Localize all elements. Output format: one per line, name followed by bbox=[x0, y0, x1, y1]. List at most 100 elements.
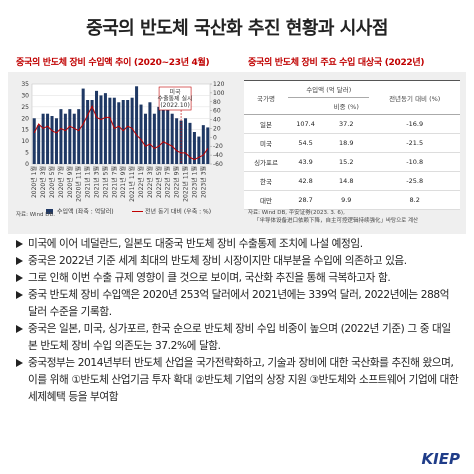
table-cell: 대만 bbox=[244, 190, 289, 210]
table-cell: 한국 bbox=[244, 171, 289, 191]
bar bbox=[46, 113, 50, 164]
table-row: 싱가포르 43.9 15.2 -10.8 bbox=[244, 152, 460, 172]
annotation-text: 미국 bbox=[170, 88, 182, 96]
y-tick-label: 0 bbox=[25, 161, 29, 168]
bar bbox=[166, 106, 170, 164]
table-row: 대만 28.7 9.9 8.2 bbox=[244, 190, 460, 210]
logo: KIEP bbox=[421, 450, 460, 468]
bullet-item: 중국정부는 2014년부터 반도체 산업을 국가전략화하고, 기술과 장비에 대… bbox=[14, 355, 460, 406]
x-tick-label: 2022년 9월 bbox=[173, 166, 181, 198]
bar bbox=[63, 113, 67, 164]
y2-tick-label: 120 bbox=[213, 81, 225, 88]
chart-title: 중국의 반도체 장비 수입액 추이 (2020~23년 4월) bbox=[16, 58, 210, 68]
chart: 05101520253035-60-40-2002040608010012020… bbox=[21, 81, 225, 216]
bar bbox=[175, 118, 179, 164]
table-cell: 18.9 bbox=[323, 133, 370, 153]
table-cell: 107.4 bbox=[288, 114, 324, 134]
table-cell: -21.5 bbox=[369, 133, 460, 153]
table-cell: 37.2 bbox=[323, 114, 370, 134]
table-cell: 15.2 bbox=[323, 152, 370, 172]
bar bbox=[59, 109, 63, 164]
annotation-box bbox=[158, 86, 192, 111]
bar bbox=[50, 116, 54, 164]
bar bbox=[135, 86, 139, 164]
y-tick-label: 10 bbox=[21, 138, 29, 145]
bullet-item: 미국에 이어 네덜란드, 일본도 대중국 반도체 장비 수출통제 조치에 나설 … bbox=[14, 236, 460, 253]
table-title: 중국의 반도체 장비 주요 수입 대상국 (2022년) bbox=[248, 58, 425, 68]
page-title: 중국의 반도체 국산화 추진 현황과 시사점 bbox=[86, 18, 388, 39]
table-row: 일본 107.4 37.2 -16.9 bbox=[244, 114, 460, 134]
table-cell: 28.7 bbox=[288, 190, 324, 210]
legend-label: 수입액 (좌축 : 억달러) bbox=[57, 208, 114, 216]
x-tick-label: 2022년 5월 bbox=[155, 166, 163, 198]
x-tick-label: 2022년 3월 bbox=[146, 166, 154, 198]
x-tick-label: 2023년 3월 bbox=[199, 166, 207, 198]
header-cell: 전년동기 대비 (%) bbox=[369, 80, 460, 115]
x-tick-label: 2020년 3월 bbox=[39, 166, 47, 198]
x-tick-label: 2021년 5월 bbox=[101, 166, 109, 198]
x-tick-label: 2022년 11월 bbox=[182, 166, 190, 202]
bar bbox=[95, 90, 99, 164]
table-cell: -16.9 bbox=[369, 114, 460, 134]
table-cell: 43.9 bbox=[288, 152, 324, 172]
y2-tick-label: 0 bbox=[213, 134, 217, 141]
y2-tick-label: -60 bbox=[213, 161, 223, 168]
bullet-item: 중국은 일본, 미국, 싱가포르, 한국 순으로 반도체 장비 수입 비중이 높… bbox=[14, 321, 460, 355]
bar bbox=[170, 113, 174, 164]
table-cell: 8.2 bbox=[369, 190, 460, 210]
header-cell bbox=[288, 97, 324, 115]
y2-tick-label: 80 bbox=[213, 99, 221, 106]
bar bbox=[179, 120, 183, 164]
header-cell: 수입액 (억 달러) bbox=[288, 80, 370, 98]
bar bbox=[68, 109, 72, 164]
x-tick-label: 2022년 7월 bbox=[164, 166, 172, 198]
bar bbox=[161, 102, 165, 164]
y-tick-label: 5 bbox=[25, 150, 29, 157]
data-table: 국가명 수입액 (억 달러) 전년동기 대비 (%) 비중 (%) 일본 107.… bbox=[244, 80, 460, 210]
bar bbox=[54, 118, 58, 164]
bar bbox=[201, 125, 205, 164]
bar bbox=[126, 100, 130, 164]
bar bbox=[32, 118, 36, 164]
bar bbox=[108, 97, 112, 164]
legend-label: 전년 동기 대비 (우축 : %) bbox=[145, 208, 211, 216]
table-cell: 미국 bbox=[244, 133, 289, 153]
y-tick-label: 15 bbox=[21, 127, 29, 134]
table-cell: 42.8 bbox=[288, 171, 324, 191]
bar bbox=[72, 113, 76, 164]
table-row: 한국 42.8 14.8 -25.8 bbox=[244, 171, 460, 191]
bar bbox=[99, 95, 103, 164]
bar bbox=[121, 100, 125, 164]
bullet-list: 미국에 이어 네덜란드, 일본도 대중국 반도체 장비 수출통제 조치에 나설 … bbox=[14, 236, 460, 406]
header-row: 비중 (%) bbox=[244, 97, 460, 115]
y-tick-label: 20 bbox=[21, 115, 29, 122]
y2-tick-label: -20 bbox=[213, 143, 223, 150]
bar bbox=[188, 122, 192, 164]
y2-tick-label: 100 bbox=[213, 90, 225, 97]
x-tick-label: 2020년 1월 bbox=[30, 166, 38, 198]
x-tick-label: 2021년 1월 bbox=[84, 166, 92, 198]
bar bbox=[103, 93, 107, 164]
table-cell: 54.5 bbox=[288, 133, 324, 153]
annotation-text: (2022.10) bbox=[160, 102, 190, 109]
table-cell: 일본 bbox=[244, 114, 289, 134]
header-cell: 국가명 bbox=[244, 80, 289, 115]
table-cell: -25.8 bbox=[369, 171, 460, 191]
bar bbox=[152, 113, 156, 164]
bullet-item: 그로 인해 이번 수출 규제 영향이 클 것으로 보이며, 국산화 추진을 통해… bbox=[14, 270, 460, 287]
header-cell: 비중 (%) bbox=[323, 97, 370, 115]
legend-swatch bbox=[46, 209, 53, 214]
line bbox=[33, 105, 209, 161]
bar bbox=[130, 97, 134, 164]
table-row: 미국 54.5 18.9 -21.5 bbox=[244, 133, 460, 153]
y-tick-label: 30 bbox=[21, 92, 29, 99]
bar bbox=[112, 97, 116, 164]
y2-tick-label: 40 bbox=[213, 117, 221, 124]
bar bbox=[77, 109, 81, 164]
bar bbox=[117, 102, 121, 164]
x-tick-label: 2020년 11월 bbox=[75, 166, 83, 202]
y2-tick-label: 60 bbox=[213, 108, 221, 115]
bar bbox=[184, 118, 188, 164]
